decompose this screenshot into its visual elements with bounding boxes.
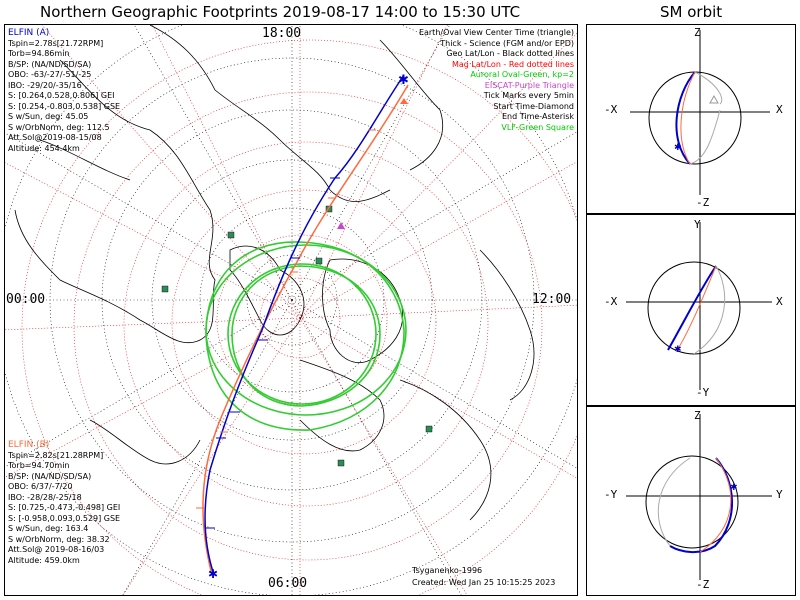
legend-item: Geo Lat/Lon - Black dotted lines [446, 49, 574, 58]
svg-text:✱: ✱ [730, 483, 738, 493]
eiscat-triangle [337, 222, 345, 229]
legend-item: EISCAT-Purple Triangle [484, 80, 574, 90]
elfin-b-line: Att.Sol@ 2019-08-16/03 [8, 545, 105, 554]
model-label: Tsyganenko-1996 [412, 566, 483, 575]
sm-p1-bottom: -Z [696, 196, 710, 209]
sm-panel-xy [586, 214, 796, 406]
legend-item: Mag Lat/Lon - Red dotted lines [451, 59, 574, 69]
sm-panel-3-plot: ✱ [626, 414, 772, 580]
elfin-a-line: Tspin=2.78s[21.72RPM] [8, 38, 104, 48]
elfin-a-line: S w/OrbNorm, deg: 112.5 [8, 122, 110, 132]
elfin-b-info: ELFIN (B) Tspin=2.82s[21.28RPM] Torb=94.… [8, 440, 120, 566]
elfin-b-line: Altitude: 459.0km [8, 555, 80, 565]
sm-p1-top: Z [694, 26, 701, 39]
geo-longitude-lines [5, 25, 577, 595]
legend-item: Auroral Oval-Green, kp=2 [470, 70, 574, 79]
sm-panel-xz [586, 24, 796, 214]
elfin-a-line: Torb=94.86min [8, 49, 70, 58]
elfin-a-line: Att.Sol@2019-08-15/08 [8, 133, 102, 142]
sm-p3-left: -Y [604, 488, 618, 501]
elfin-a-line: S: [0.254,-0.803,0.538] GSE [8, 101, 121, 111]
sm-p3-top: Z [694, 409, 701, 422]
legend-item: Start Time-Diamond [493, 101, 574, 111]
elfin-b-tick-marks [196, 129, 376, 509]
elfin-b-name: ELFIN (B) [8, 440, 50, 450]
elfin-b-line: OBO: 6/37/-7/20 [8, 482, 73, 491]
elfin-a-start-asterisk: ✱ [208, 567, 218, 581]
sm-p3-bottom: -Z [696, 578, 710, 591]
elfin-a-name: ELFIN (A) [8, 28, 50, 38]
elfin-b-line: Torb=94.70min [8, 461, 70, 470]
sm-p2-top: Y [694, 218, 701, 231]
elfin-a-line: Altitude: 454.4km [8, 143, 80, 153]
svg-text:✱: ✱ [674, 143, 682, 153]
time-label-right: 12:00 [532, 292, 572, 307]
sm-orbit-title: SM orbit [660, 3, 723, 21]
sm-p2-bottom: -Y [696, 386, 710, 399]
coastlines [14, 25, 535, 521]
map-legend: Earth/Oval View Center Time (triangle) T… [419, 28, 574, 133]
sm-p1-right: X [776, 103, 783, 116]
elfin-b-view-triangle [400, 98, 408, 104]
sm-p1-left: -X [604, 103, 618, 116]
legend-item: Earth/Oval View Center Time (triangle) [418, 28, 574, 37]
elfin-b-line: S: [0.725,-0.473,-0.498] GEI [8, 503, 121, 512]
legend-item: Thick - Science (FGM and/or EPD) [440, 38, 574, 48]
time-label-top: 18:00 [262, 26, 302, 41]
sm-panel-1-plot: ✱ [630, 30, 770, 195]
time-label-left: 00:00 [6, 292, 46, 307]
page-title: Northern Geographic Footprints 2019-08-1… [40, 3, 521, 21]
elfin-b-line: B/SP: (NA/ND/SD/SA) [8, 471, 92, 481]
time-label-bottom: 06:00 [268, 576, 308, 591]
elfin-a-info: ELFIN (A) Tspin=2.78s[21.72RPM] Torb=94.… [8, 28, 120, 154]
sm-panel-2-plot: ✱ [626, 222, 772, 390]
elfin-b-line: S: [-0.958,0.093,0.529] GSE [8, 513, 121, 523]
auroral-oval [205, 241, 407, 431]
elfin-b-line: IBO: -28/28/-25/18 [8, 492, 82, 502]
elfin-a-line: B/SP: (NA/ND/SD/SA) [8, 59, 92, 69]
footprint-map-frame [4, 24, 578, 596]
elfin-a-track [204, 74, 405, 576]
elfin-b-line: Tspin=2.82s[21.28RPM] [8, 450, 104, 460]
elfin-a-line: S w/Sun, deg: 45.05 [8, 112, 89, 121]
elfin-b-line: S w/Sun, deg: 163.4 [8, 524, 89, 533]
elfin-a-line: OBO: -63/-27/-51/-25 [8, 70, 92, 79]
elfin-b-line: S w/OrbNorm, deg: 38.32 [8, 534, 110, 544]
sm-panel-yz [586, 406, 796, 596]
elfin-a-line: S: [0.264,0.528,0.806] GEI [8, 91, 115, 100]
svg-text:✱: ✱ [674, 345, 682, 355]
elfin-a-tick-marks [205, 177, 340, 529]
sm-p3-right: Y [776, 488, 783, 501]
legend-item: Tick Marks every 5min [483, 91, 574, 100]
mag-longitude-lines [5, 25, 577, 595]
legend-item: VLF-Green Square [501, 122, 574, 132]
sm-p2-left: -X [604, 295, 618, 308]
elfin-a-line: IBO: -29/20/-35/16 [8, 80, 82, 90]
sm-p2-right: X [776, 295, 783, 308]
elfin-a-end-asterisk: ✱ [398, 73, 409, 88]
created-label: Created: Wed Jan 25 10:15:25 2023 [412, 578, 556, 587]
legend-item: End Time-Asterisk [501, 112, 574, 121]
